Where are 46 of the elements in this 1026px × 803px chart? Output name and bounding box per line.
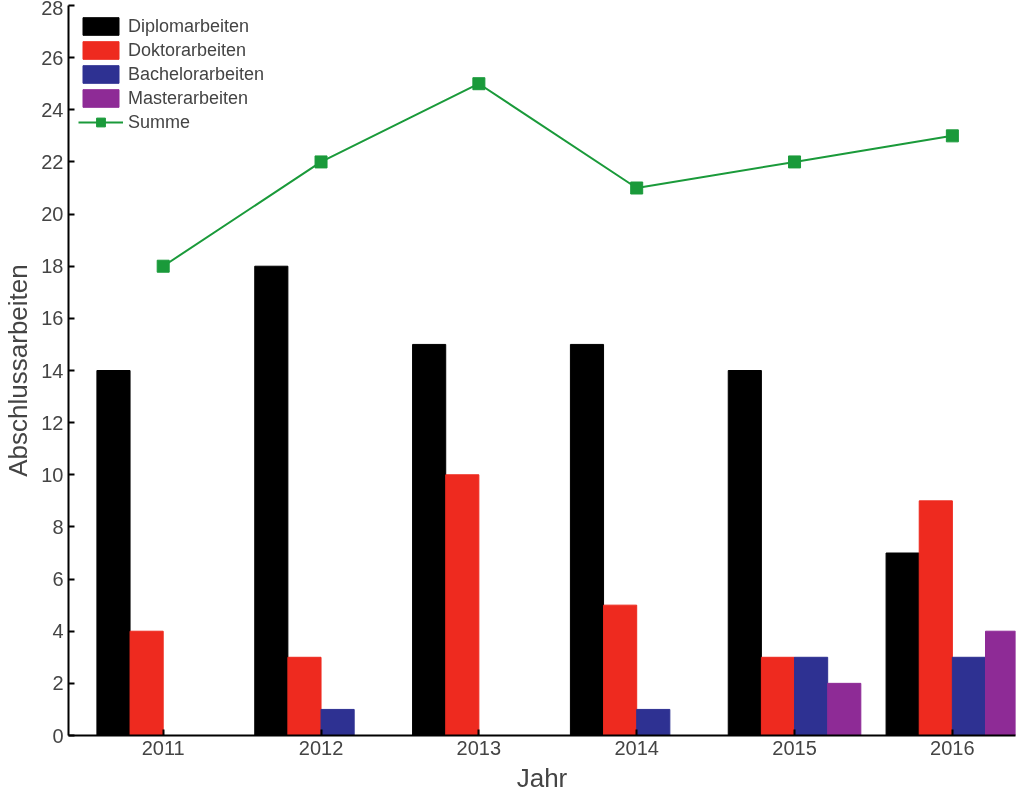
x-tick-label: 2011 [141, 736, 185, 759]
y-tick-label: 26 [41, 46, 64, 69]
bar [287, 656, 322, 736]
bar [951, 656, 987, 736]
bar [794, 656, 829, 736]
point [945, 129, 959, 143]
x-tick-label: 2015 [772, 736, 817, 759]
y-tick-label: 16 [41, 307, 64, 330]
y-tick-label: 22 [41, 150, 64, 173]
x-tick-label: 2014 [614, 736, 659, 759]
legend-label: Summe [128, 111, 191, 133]
bar [603, 604, 638, 736]
bar [129, 630, 164, 736]
point [788, 155, 802, 169]
x-tick-label: 2016 [930, 736, 975, 759]
point [314, 155, 328, 169]
y-tick-label: 10 [41, 463, 64, 486]
bar [827, 682, 862, 736]
y-tick-label: 8 [52, 515, 64, 538]
y-tick-label: 0 [52, 724, 64, 747]
y-tick-label: 6 [52, 568, 64, 591]
legend-label: Doktorarbeiten [128, 39, 247, 61]
y-tick-label: 14 [41, 359, 64, 382]
point [630, 181, 644, 195]
bar [445, 474, 480, 736]
bar [918, 500, 953, 736]
y-tick-label: 20 [41, 203, 64, 226]
y-tick-label: 28 [41, 0, 64, 19]
bar [760, 656, 796, 736]
bar [985, 630, 1016, 736]
y-tick-label: 24 [41, 98, 64, 121]
x-tick-label: 2013 [456, 736, 502, 759]
y-tick-label: 18 [41, 255, 64, 278]
y-axis-title: Abschlussarbeiten [3, 264, 34, 477]
y-tick-label: 2 [52, 672, 64, 695]
point [156, 259, 170, 273]
y-tick-label: 4 [52, 620, 64, 643]
legend-label: Diplomarbeiten [128, 15, 250, 37]
point [472, 77, 486, 91]
x-tick-label: 2012 [298, 736, 344, 759]
legend-label: Masterarbeiten [128, 87, 249, 109]
bar [636, 708, 671, 736]
y-tick-label: 12 [41, 411, 64, 434]
bar [320, 708, 355, 736]
x-axis-title: Jahr [516, 762, 568, 793]
legend-label: Bachelorarbeiten [128, 63, 265, 85]
